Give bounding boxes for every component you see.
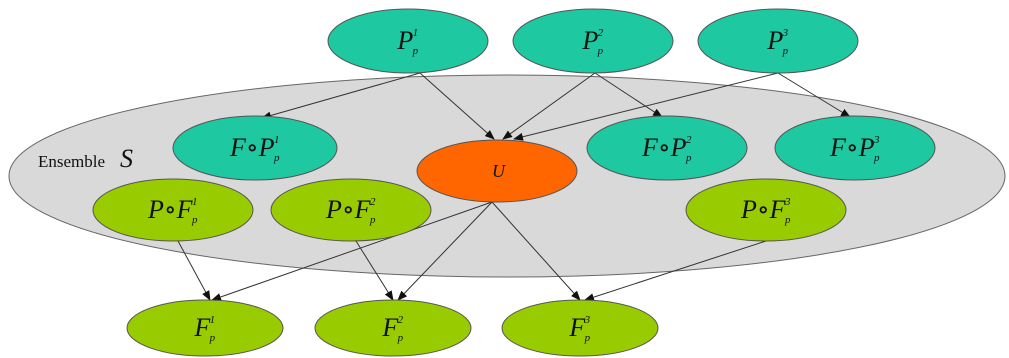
node-pp3: P 3 p bbox=[697, 8, 859, 74]
node-fp3-ellipse bbox=[501, 299, 659, 357]
node-pfp2: P∘F 2 p bbox=[270, 178, 432, 242]
node-pfp3-superscript: 3 bbox=[784, 196, 791, 208]
edge-pp2-fpp2 bbox=[594, 72, 663, 118]
node-fp1: F 1 p bbox=[126, 299, 284, 357]
node-pfp3-ellipse bbox=[685, 178, 847, 242]
node-pp3-superscript: 3 bbox=[782, 27, 789, 39]
edge-pp1-u bbox=[419, 72, 495, 140]
edge-pp3-u bbox=[513, 72, 779, 141]
node-fp1-label: F bbox=[193, 313, 211, 342]
node-fp1-superscript: 1 bbox=[210, 314, 216, 326]
node-pp1-label: P bbox=[396, 26, 413, 55]
node-pfp1-ellipse bbox=[92, 178, 254, 242]
node-pp1-ellipse bbox=[327, 8, 489, 74]
edges-layer bbox=[177, 72, 851, 302]
edge-u-fp3 bbox=[491, 201, 581, 301]
node-pfp3: P∘F 3 p bbox=[685, 178, 847, 242]
node-fp2-ellipse bbox=[314, 299, 472, 357]
node-pfp2-subscript: p bbox=[369, 214, 376, 226]
edge-u-fp1 bbox=[211, 201, 493, 301]
node-pp3-ellipse bbox=[697, 8, 859, 74]
node-fpp2-superscript: 2 bbox=[686, 134, 692, 146]
node-fp1-ellipse bbox=[126, 299, 284, 357]
node-pp3-label: P bbox=[766, 26, 783, 55]
node-pp2-ellipse bbox=[512, 8, 674, 74]
node-fp3-subscript: p bbox=[584, 332, 591, 344]
node-fpp3-subscript: p bbox=[873, 152, 880, 164]
node-fpp1: F∘P 1 p bbox=[172, 115, 338, 181]
node-fp2: F 2 p bbox=[314, 299, 472, 357]
node-fp3-label: F bbox=[568, 313, 586, 342]
node-pfp1-subscript: p bbox=[191, 214, 198, 226]
node-pfp2-label: P∘F bbox=[325, 195, 372, 224]
node-pfp1-superscript: 1 bbox=[192, 196, 198, 208]
node-fpp1-subscript: p bbox=[273, 152, 280, 164]
node-pp2: P 2 p bbox=[512, 8, 674, 74]
ensemble-symbol: S bbox=[120, 144, 133, 173]
node-fpp2: F∘P 2 p bbox=[586, 115, 748, 181]
node-fp3: F 3 p bbox=[501, 299, 659, 357]
node-pp3-subscript: p bbox=[782, 45, 789, 57]
ensemble-label: Ensemble bbox=[38, 152, 105, 171]
edge-pp1-fpp1 bbox=[261, 72, 421, 120]
node-pfp2-ellipse bbox=[270, 178, 432, 242]
node-fp2-subscript: p bbox=[397, 332, 404, 344]
node-pp1-superscript: 1 bbox=[413, 27, 419, 39]
edge-pfp1-fp1 bbox=[177, 240, 211, 301]
node-fp2-label: F bbox=[381, 313, 399, 342]
edge-pp3-fpp3 bbox=[777, 72, 851, 118]
node-fpp1-label: F∘P bbox=[229, 133, 275, 162]
node-fp1-subscript: p bbox=[209, 332, 216, 344]
node-fpp1-ellipse bbox=[172, 115, 338, 181]
node-fpp1-superscript: 1 bbox=[274, 134, 280, 146]
node-pfp3-label: P∘F bbox=[740, 195, 787, 224]
node-pfp2-superscript: 2 bbox=[370, 196, 376, 208]
node-pp1-subscript: p bbox=[412, 45, 419, 57]
node-u-label: U bbox=[492, 161, 506, 181]
edge-u-fp2 bbox=[397, 201, 493, 301]
node-pp1: P 1 p bbox=[327, 8, 489, 74]
node-fpp3-superscript: 3 bbox=[873, 134, 880, 146]
node-pfp3-subscript: p bbox=[784, 214, 791, 226]
node-fpp2-label: F∘P bbox=[641, 133, 687, 162]
node-fpp3: F∘P 3 p bbox=[774, 115, 936, 181]
node-fpp2-ellipse bbox=[586, 115, 748, 181]
node-pp2-subscript: p bbox=[597, 45, 604, 57]
node-fp3-superscript: 3 bbox=[584, 314, 591, 326]
edge-pp2-u bbox=[502, 72, 596, 140]
node-u-ellipse bbox=[416, 139, 578, 203]
node-pp2-superscript: 2 bbox=[598, 27, 604, 39]
edge-pfp3-fp3 bbox=[584, 240, 767, 302]
node-u: U bbox=[416, 139, 578, 203]
node-fpp3-ellipse bbox=[774, 115, 936, 181]
node-pp2-label: P bbox=[581, 26, 598, 55]
node-pfp1-label: P∘F bbox=[147, 195, 194, 224]
node-pfp1: P∘F 1 p bbox=[92, 178, 254, 242]
node-fp2-superscript: 2 bbox=[398, 314, 404, 326]
node-fpp2-subscript: p bbox=[685, 152, 692, 164]
edge-pfp2-fp2 bbox=[355, 240, 394, 301]
node-fpp3-label: F∘P bbox=[829, 133, 875, 162]
